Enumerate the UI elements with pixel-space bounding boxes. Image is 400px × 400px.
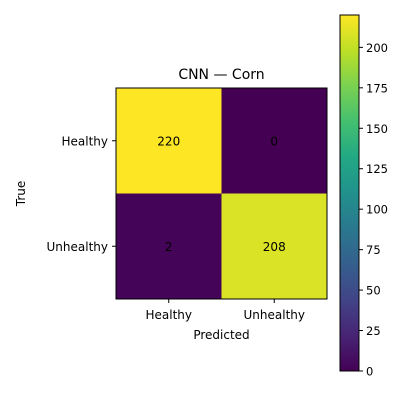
x-axis-label: Predicted bbox=[193, 328, 249, 342]
y-tick-label: Unhealthy bbox=[47, 240, 108, 254]
x-axis-ticks: Healthy Unhealthy bbox=[145, 299, 305, 322]
colorbar bbox=[339, 14, 360, 372]
colorbar-tick-label: 100 bbox=[366, 203, 388, 217]
colorbar-tick-label: 150 bbox=[366, 122, 388, 136]
heatmap-cell-1-1 bbox=[221, 193, 328, 300]
colorbar-tick-label: 50 bbox=[366, 284, 381, 298]
colorbar-tick-label: 75 bbox=[366, 243, 381, 257]
colorbar-tick-label: 25 bbox=[366, 324, 381, 338]
heatmap-cells: 220 0 2 208 bbox=[116, 88, 328, 300]
y-axis-label: True bbox=[14, 181, 28, 208]
heatmap-cell-0-0 bbox=[116, 88, 222, 194]
colorbar-ticks: 0 25 50 75 100 125 150 175 200 bbox=[359, 41, 388, 379]
heatmap-cell-0-1 bbox=[221, 88, 328, 194]
colorbar-tick-label: 0 bbox=[366, 365, 373, 379]
heatmap-cell-1-0 bbox=[116, 193, 222, 300]
cell-value-label: 220 bbox=[157, 134, 180, 148]
x-tick-label: Unhealthy bbox=[244, 308, 305, 322]
y-tick-label: Healthy bbox=[61, 134, 108, 148]
colorbar-tick-label: 200 bbox=[366, 41, 388, 55]
y-axis-ticks: Healthy Unhealthy bbox=[47, 134, 116, 254]
colorbar-tick-label: 175 bbox=[366, 81, 388, 95]
cell-value-label: 208 bbox=[263, 240, 286, 254]
cell-value-label: 2 bbox=[165, 240, 173, 254]
plot-frame bbox=[115, 87, 328, 300]
chart-title: CNN — Corn bbox=[178, 67, 264, 83]
cell-value-label: 0 bbox=[270, 134, 278, 148]
x-tick-label: Healthy bbox=[145, 308, 192, 322]
colorbar-tick-label: 125 bbox=[366, 162, 388, 176]
